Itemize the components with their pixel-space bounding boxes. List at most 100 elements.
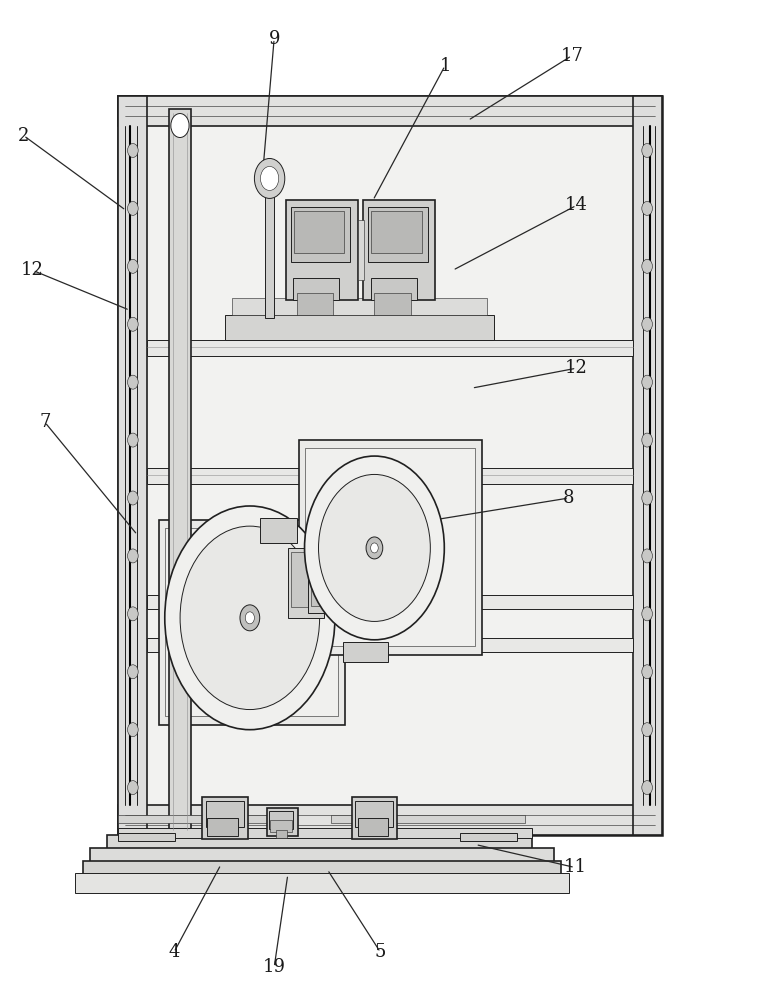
Bar xyxy=(148,638,632,652)
Bar xyxy=(148,340,632,356)
Bar xyxy=(207,818,237,836)
Circle shape xyxy=(642,201,652,215)
Bar xyxy=(75,873,569,893)
Circle shape xyxy=(128,549,139,563)
Bar xyxy=(148,595,632,609)
Bar xyxy=(368,207,428,262)
Bar xyxy=(119,96,148,835)
Circle shape xyxy=(642,491,652,505)
Bar xyxy=(331,815,525,823)
Circle shape xyxy=(260,166,279,190)
Circle shape xyxy=(128,665,139,679)
Bar xyxy=(119,815,270,823)
Bar xyxy=(148,468,632,484)
Bar xyxy=(119,96,661,126)
Text: 7: 7 xyxy=(39,413,50,431)
Circle shape xyxy=(128,491,139,505)
Circle shape xyxy=(171,114,189,138)
Bar xyxy=(308,575,339,613)
Text: 12: 12 xyxy=(21,261,44,279)
Bar xyxy=(371,211,422,253)
Text: 9: 9 xyxy=(269,30,280,48)
Circle shape xyxy=(128,317,139,331)
Circle shape xyxy=(642,143,652,157)
Circle shape xyxy=(128,723,139,737)
Bar xyxy=(170,109,190,833)
Bar xyxy=(224,315,495,340)
Bar xyxy=(297,293,333,315)
Bar xyxy=(232,298,487,315)
Text: 19: 19 xyxy=(263,958,285,976)
Text: 2: 2 xyxy=(18,127,29,145)
Text: 14: 14 xyxy=(565,196,588,214)
Bar xyxy=(275,830,287,838)
Circle shape xyxy=(180,526,320,710)
Bar xyxy=(371,278,417,300)
Text: 5: 5 xyxy=(375,943,386,961)
Bar xyxy=(91,848,554,865)
Text: 8: 8 xyxy=(563,489,575,507)
Bar xyxy=(119,805,661,835)
Circle shape xyxy=(642,665,652,679)
Text: 4: 4 xyxy=(168,943,180,961)
Bar xyxy=(165,528,338,716)
Circle shape xyxy=(128,375,139,389)
Bar xyxy=(269,811,293,829)
Circle shape xyxy=(165,506,335,730)
Circle shape xyxy=(366,537,383,559)
Bar xyxy=(265,168,274,318)
Circle shape xyxy=(642,549,652,563)
Bar xyxy=(358,220,364,280)
Circle shape xyxy=(128,201,139,215)
Text: 12: 12 xyxy=(565,359,588,377)
Circle shape xyxy=(240,605,260,631)
Bar xyxy=(285,200,358,300)
Bar xyxy=(291,552,320,607)
Bar xyxy=(202,797,247,839)
Circle shape xyxy=(642,723,652,737)
Bar xyxy=(119,833,175,841)
Circle shape xyxy=(304,456,444,640)
Circle shape xyxy=(642,375,652,389)
Circle shape xyxy=(254,158,285,198)
Circle shape xyxy=(319,474,430,621)
Bar xyxy=(294,211,344,253)
Bar xyxy=(119,828,533,838)
Circle shape xyxy=(128,433,139,447)
Text: 1: 1 xyxy=(439,57,451,75)
Circle shape xyxy=(371,543,378,553)
Bar xyxy=(342,642,388,662)
Bar xyxy=(119,96,661,835)
Bar xyxy=(363,200,435,300)
Bar xyxy=(291,207,350,262)
Text: 17: 17 xyxy=(561,47,584,65)
Bar xyxy=(293,278,339,300)
Text: 11: 11 xyxy=(563,858,587,876)
Bar xyxy=(355,801,393,827)
Bar xyxy=(205,801,244,827)
Bar xyxy=(83,861,562,877)
Bar xyxy=(460,833,517,841)
Bar xyxy=(632,96,661,835)
Bar xyxy=(358,818,388,836)
Circle shape xyxy=(642,259,652,273)
Circle shape xyxy=(128,143,139,157)
Bar xyxy=(304,448,476,646)
Bar xyxy=(107,835,533,851)
Bar xyxy=(288,548,324,618)
Bar xyxy=(260,518,297,543)
Circle shape xyxy=(128,781,139,795)
Bar xyxy=(266,808,298,836)
Circle shape xyxy=(642,607,652,621)
Bar xyxy=(310,578,333,606)
Circle shape xyxy=(642,433,652,447)
Circle shape xyxy=(128,607,139,621)
Circle shape xyxy=(642,317,652,331)
Bar xyxy=(374,293,411,315)
Bar xyxy=(299,440,482,655)
Bar xyxy=(159,520,345,725)
Bar xyxy=(270,820,291,832)
Circle shape xyxy=(245,612,254,624)
Circle shape xyxy=(128,259,139,273)
Circle shape xyxy=(642,781,652,795)
